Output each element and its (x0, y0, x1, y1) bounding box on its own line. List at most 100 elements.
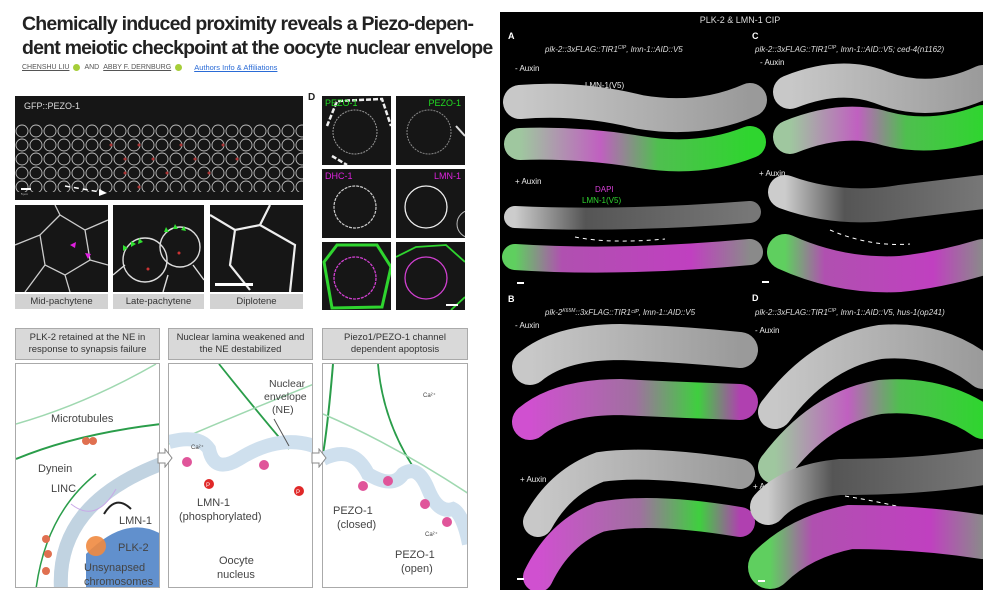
author-link[interactable]: CHENSHU LIU (22, 64, 70, 71)
label-chromosomes: chromosomes (84, 576, 154, 588)
panel-letter: D (752, 293, 759, 303)
phosphate-icon (294, 486, 304, 496)
gonad-merge-plus-auxin (748, 504, 1000, 589)
plus-auxin-label: + Auxin (515, 177, 541, 186)
channel-label: DHC-1 (325, 171, 353, 181)
orcid-icon[interactable] (73, 64, 81, 71)
plus-auxin-label: + Auxin (759, 169, 785, 178)
label-ne: (NE) (272, 404, 294, 416)
gonad-lmn1-minus-auxin (758, 324, 1000, 429)
step-header: Piezo1/PEZO-1 channel dependent apoptosi… (322, 328, 468, 360)
gonad-merge-minus-auxin (512, 378, 758, 440)
pezo1-micrograph: GFP::PEZO-1 5 µm (15, 96, 303, 200)
author-link[interactable]: ABBY F. DERNBURG (103, 64, 172, 71)
gonad-lmn1-plus-auxin (750, 449, 1000, 525)
gonad-lmn1-plus-auxin (768, 175, 1000, 223)
genotype-label: plk-2::3xFLAG::TIR1CIP, lmn-1::AID::V5, … (754, 308, 945, 317)
stage-label: Diplotene (210, 294, 303, 309)
label-microtubules: Microtubules (51, 413, 114, 425)
minus-auxin-label: - Auxin (515, 321, 539, 330)
label-linc: LINC (51, 483, 76, 495)
label-pezo1-open: PEZO-1 (395, 549, 435, 561)
arrow-icon (103, 501, 132, 515)
label-open: (open) (401, 563, 433, 575)
pezo1-cell-image: PEZO-1 (322, 96, 391, 165)
svg-text:P: P (206, 483, 210, 489)
orcid-icon[interactable] (175, 64, 183, 71)
scale-bar (517, 578, 524, 580)
label-dynein: Dynein (38, 463, 72, 475)
label-calcium: Ca²⁺ (191, 444, 204, 451)
gonad-merge-plus-auxin (502, 239, 763, 273)
label-unsynapsed: Unsynapsed (84, 562, 145, 574)
genotype-label: plk-2::3xFLAG::TIR1CIP, lmn-1::AID::V5; … (754, 45, 945, 54)
mid-pachytene-image (15, 205, 108, 292)
genotype-label: plk-2K65M::3xFLAG::TIR1ᶜᴵᴾ, lmn-1::AID::… (544, 308, 696, 317)
cip-figure-panel: PLK-2 & LMN-1 CIP A plk-2::3xFLAG::TIR1C… (500, 12, 1000, 592)
late-pachytene-image (113, 205, 204, 292)
micrograph-label: GFP::PEZO-1 (24, 101, 81, 111)
step-header: Nuclear lamina weakened and the NE desta… (168, 328, 313, 360)
scale-bar (446, 304, 458, 306)
panel-letter: B (508, 294, 515, 304)
gonad-lmn1-plus-auxin (504, 201, 761, 230)
label-phosphorylated: (phosphorylated) (179, 511, 262, 523)
dapi-channel-label: DAPI (595, 185, 614, 194)
panel-letter: D (308, 92, 316, 103)
label-nuclear: Nuclear (269, 378, 306, 390)
gonad-merge-plus-auxin (523, 498, 755, 592)
gonad-merge-minus-auxin (758, 379, 1000, 484)
scale-bar (758, 580, 765, 582)
panel-letter: C (752, 31, 759, 41)
phosphate-icon (204, 479, 214, 489)
label-lmn1: LMN-1 (197, 497, 230, 509)
lmn1-cell-image: LMN-1 (396, 169, 465, 238)
gonad-lmn1-minus-auxin (773, 63, 1000, 113)
dhc1-cell-image: DHC-1 (322, 169, 391, 238)
gonad-merge-minus-auxin (773, 105, 1000, 154)
genotype-label: plk-2::3xFLAG::TIR1CIP, lmn-1::AID::V5 (544, 45, 683, 54)
arrowhead-icon (123, 224, 186, 251)
schematic-panel-lamina: P P Nuclear envelope (NE) Ca²⁺ LMN-1 (ph… (168, 363, 313, 588)
label-nucleus: nucleus (217, 569, 255, 581)
lmn1-merge-channel-label: LMN-1(V5) (582, 196, 621, 205)
figure-title: PLK-2 & LMN-1 CIP (700, 15, 781, 25)
label-calcium: Ca²⁺ (425, 531, 438, 538)
label-oocyte: Oocyte (219, 555, 254, 567)
scale-bar-label: 5 µm (21, 192, 28, 196)
author-list: CHENSHU LIU AND ABBY F. DERNBURG Authors… (22, 63, 277, 72)
scale-bar (215, 283, 253, 286)
label-envelope: envelope (264, 391, 307, 403)
gonad-lmn1-minus-auxin (503, 83, 767, 133)
schematic-panel-pezo1: Ca²⁺ PEZO-1 (closed) Ca²⁺ PEZO-1 (open) (322, 363, 468, 588)
pezo1-cell-image: PEZO-1 (396, 96, 465, 165)
label-plk2: PLK-2 (118, 542, 149, 554)
gonad-merge-plus-auxin (767, 234, 1000, 293)
lmn1-channel-label: LMN-1(V5) (585, 81, 624, 90)
label-pezo1-closed: PEZO-1 (333, 505, 373, 517)
diplotene-image (210, 205, 303, 292)
step-arrow-icon (311, 448, 327, 468)
arrowhead-icon (70, 242, 91, 259)
article-title: Chemically induced proximity reveals a P… (22, 13, 493, 59)
stage-label: Mid-pachytene (15, 294, 108, 309)
gonad-lmn1-plus-auxin (523, 449, 755, 537)
panel-letter: A (508, 31, 515, 41)
scale-bar (517, 282, 524, 284)
label-lmn1: LMN-1 (119, 515, 152, 527)
step-header: PLK-2 retained at the NE in response to … (15, 328, 160, 360)
stage-label: Late-pachytene (113, 294, 204, 309)
channel-label: PEZO-1 (325, 98, 358, 108)
schematic-panel-plk2: Microtubules Dynein LINC LMN-1 PLK-2 Uns… (15, 363, 160, 588)
channel-label: LMN-1 (433, 171, 461, 181)
authors-affiliations-link[interactable]: Authors Info & Affiliations (194, 63, 278, 72)
plus-auxin-label: + Auxin (520, 475, 546, 484)
gonad-lmn1-minus-auxin (512, 323, 758, 385)
channel-label: PEZO-1 (428, 98, 461, 108)
merge-cell-image (322, 242, 391, 310)
author-joiner: AND (84, 64, 100, 71)
step-arrow-icon (157, 448, 173, 468)
minus-auxin-label: - Auxin (755, 326, 779, 335)
label-calcium: Ca²⁺ (423, 392, 436, 399)
scale-bar (762, 281, 769, 283)
